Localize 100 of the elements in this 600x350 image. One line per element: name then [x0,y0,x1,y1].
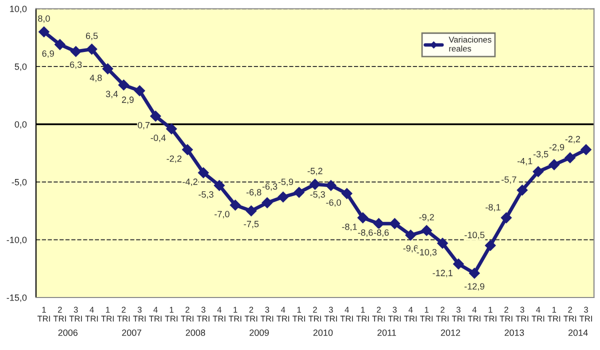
x-tick-label: 1 TRI [484,306,496,322]
x-tick-label: 1 TRI [228,306,242,322]
point [469,268,480,279]
point [102,63,114,74]
point [357,212,368,224]
data-label: -5,3 [310,191,325,199]
point [326,180,336,191]
y-tick-label: -15,0 [6,294,27,302]
point [38,26,50,38]
data-label: -8,6 [374,229,389,237]
x-tick-label: 2 TRI [500,306,512,322]
y-tick-label: -10,0 [6,236,27,244]
x-tick-label: 1 TRI [292,306,305,322]
data-label: -7,0 [214,210,230,218]
x-tick-label: 4 TRI [276,306,290,322]
point [166,123,177,134]
point [548,159,560,170]
text: 2011 [377,330,396,336]
data-label: -10,3 [416,249,437,256]
x-tick-label: 3 TRI [324,306,337,322]
data-label: -4,2 [182,178,198,186]
data-label: -6,0 [326,199,341,207]
point [54,39,66,50]
x-tick-label: 3 TRI [516,306,528,322]
x-tick-label: 2 TRI [53,306,66,322]
x-tick-label: 3 TRI [133,306,146,322]
x-tick-label: 2 TRI [308,306,321,322]
x-tick-label: 3 TRI [196,306,210,322]
data-label: -2,2 [565,136,580,144]
point [516,184,528,196]
point [134,85,146,96]
data-label: -7,5 [244,220,259,228]
point [564,152,576,164]
x-tick-label: 2 TRI [436,306,448,322]
x-tick-label: 1 TRI [164,306,178,322]
x-tick-label: 1 TRI [548,306,560,322]
data-label: -5,9 [278,178,294,186]
x-tick-label: 4 TRI [340,306,353,322]
data-label: -8,6 [358,229,373,237]
point [294,186,304,198]
text: 2010 [313,330,333,336]
point [310,178,320,190]
text: 2008 [186,330,206,336]
x-tick-label: 4 TRI [468,306,480,322]
point [341,188,352,199]
text: 2012 [440,330,460,336]
point [86,44,98,55]
x-tick-label: 2 TRI [180,306,194,322]
x-tick-label: 2 TRI [117,306,130,322]
x-tick-label: 4 TRI [85,306,98,322]
point [373,218,384,230]
data-label: 0,7 [138,122,150,130]
point [421,225,432,236]
text: 2006 [58,330,78,336]
data-label: -5,7 [502,176,516,184]
data-label: -10,5 [464,232,484,240]
text: 2014 [568,330,588,336]
text: 2013 [504,330,524,336]
point [278,192,289,202]
x-tick-label: 3 TRI [69,306,82,322]
point [230,200,241,211]
data-label: -12,1 [432,270,452,278]
text: 2007 [122,330,142,336]
data-label: -4,1 [517,158,532,166]
data-label: 6,5 [86,32,98,40]
x-tick-label: 1 TRI [420,306,433,322]
data-label: -2,2 [166,155,182,163]
x-tick-label: 4 TRI [532,306,544,322]
point [70,46,82,57]
data-label: -2,9 [549,144,564,152]
point [580,144,592,156]
point [214,180,225,191]
point [389,218,400,230]
point [484,240,496,251]
legend-label: Variaciones reales [448,36,492,52]
x-tick-label: 3 TRI [580,306,592,322]
data-label: -3,5 [533,150,548,158]
data-label: -5,3 [198,191,214,199]
x-tick-label: 2 TRI [564,306,576,322]
data-label: 2,9 [122,96,134,104]
data-label: -6,8 [246,189,262,197]
data-label: -12,9 [464,283,484,291]
data-label: -0,4 [150,134,166,142]
data-label: 6,9 [42,50,54,58]
y-tick-label: 5,0 [14,63,27,71]
x-tick-label: 4 TRI [404,306,417,322]
point [182,144,193,156]
data-label: 4,8 [90,74,102,82]
y-tick-label: 10,0 [10,6,27,14]
x-tick-label: 3 TRI [388,306,401,322]
data-label: 6,3 [70,61,82,69]
x-tick-label: 1 TRI [101,306,114,322]
x-tick-label: 2 TRI [372,306,385,322]
point [118,80,130,90]
data-label: 8,0 [38,15,50,23]
data-label: 3,4 [106,90,118,98]
x-tick-label: 3 TRI [452,306,464,322]
x-tick-label: 1 TRI [37,306,50,322]
y-tick-label: 0,0 [14,121,27,129]
x-tick-label: 1 TRI [356,306,369,322]
